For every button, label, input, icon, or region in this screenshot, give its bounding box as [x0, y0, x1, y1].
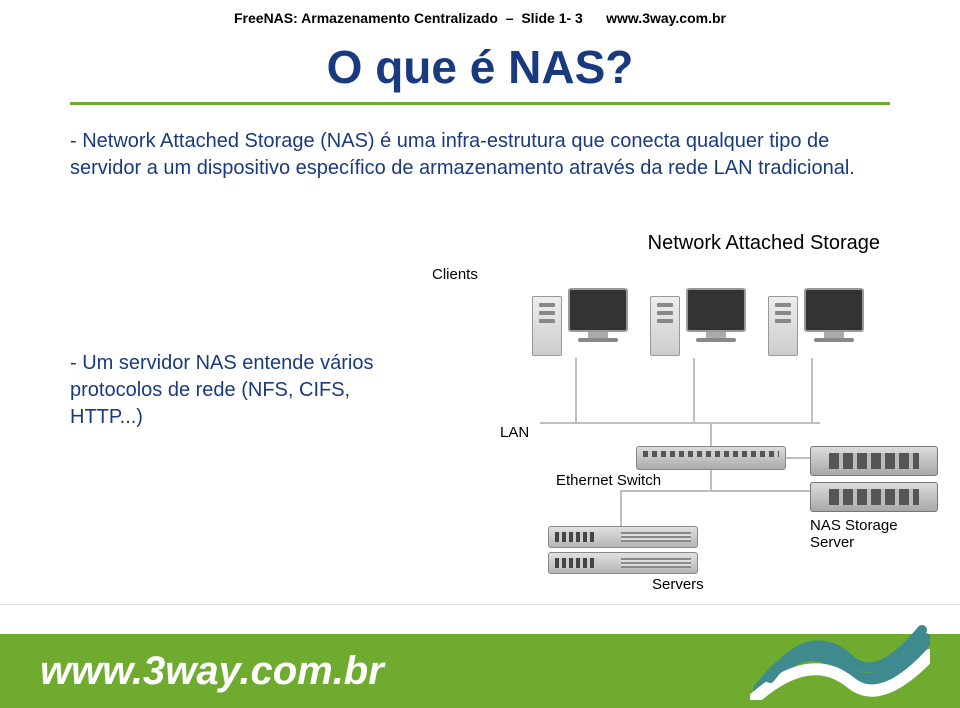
- paragraph-1: - Network Attached Storage (NAS) é uma i…: [70, 128, 890, 182]
- header-slide: Slide 1- 3: [521, 10, 582, 26]
- wire: [620, 490, 622, 526]
- client-tower-icon: [768, 296, 798, 356]
- nas-diagram: Network Attached Storage Clients LAN Eth…: [420, 232, 940, 600]
- slide-header: FreeNAS: Armazenamento Centralizado – Sl…: [0, 10, 960, 26]
- wire: [710, 422, 712, 446]
- ethernet-switch-icon: [636, 446, 786, 470]
- server-icon: [548, 526, 698, 548]
- label-servers: Servers: [652, 576, 704, 593]
- label-nas-server: NAS Storage Server: [810, 517, 940, 551]
- page-title: O que é NAS?: [0, 40, 960, 94]
- label-lan: LAN: [500, 424, 529, 441]
- title-underline: [70, 102, 890, 105]
- wire: [575, 358, 577, 422]
- nas-storage-icon: [810, 482, 938, 512]
- wire: [811, 358, 813, 422]
- client-tower-icon: [532, 296, 562, 356]
- footer-wave-logo-icon: [750, 600, 930, 700]
- client-monitor-icon: [680, 288, 752, 354]
- server-icon: [548, 552, 698, 574]
- client-monitor-icon: [562, 288, 634, 354]
- label-ethernet-switch: Ethernet Switch: [556, 472, 661, 489]
- diagram-title: Network Attached Storage: [648, 232, 880, 255]
- header-course: FreeNAS: Armazenamento Centralizado: [234, 10, 498, 26]
- client-tower-icon: [650, 296, 680, 356]
- label-clients: Clients: [432, 266, 478, 283]
- wire: [540, 422, 820, 424]
- wire: [693, 358, 695, 422]
- footer-url: www.3way.com.br: [40, 649, 384, 694]
- client-monitor-icon: [798, 288, 870, 354]
- wire: [786, 457, 810, 459]
- wire: [710, 470, 712, 490]
- nas-storage-icon: [810, 446, 938, 476]
- header-site: www.3way.com.br: [606, 10, 726, 26]
- paragraph-2: - Um servidor NAS entende vários protoco…: [70, 350, 410, 431]
- wire: [620, 490, 810, 492]
